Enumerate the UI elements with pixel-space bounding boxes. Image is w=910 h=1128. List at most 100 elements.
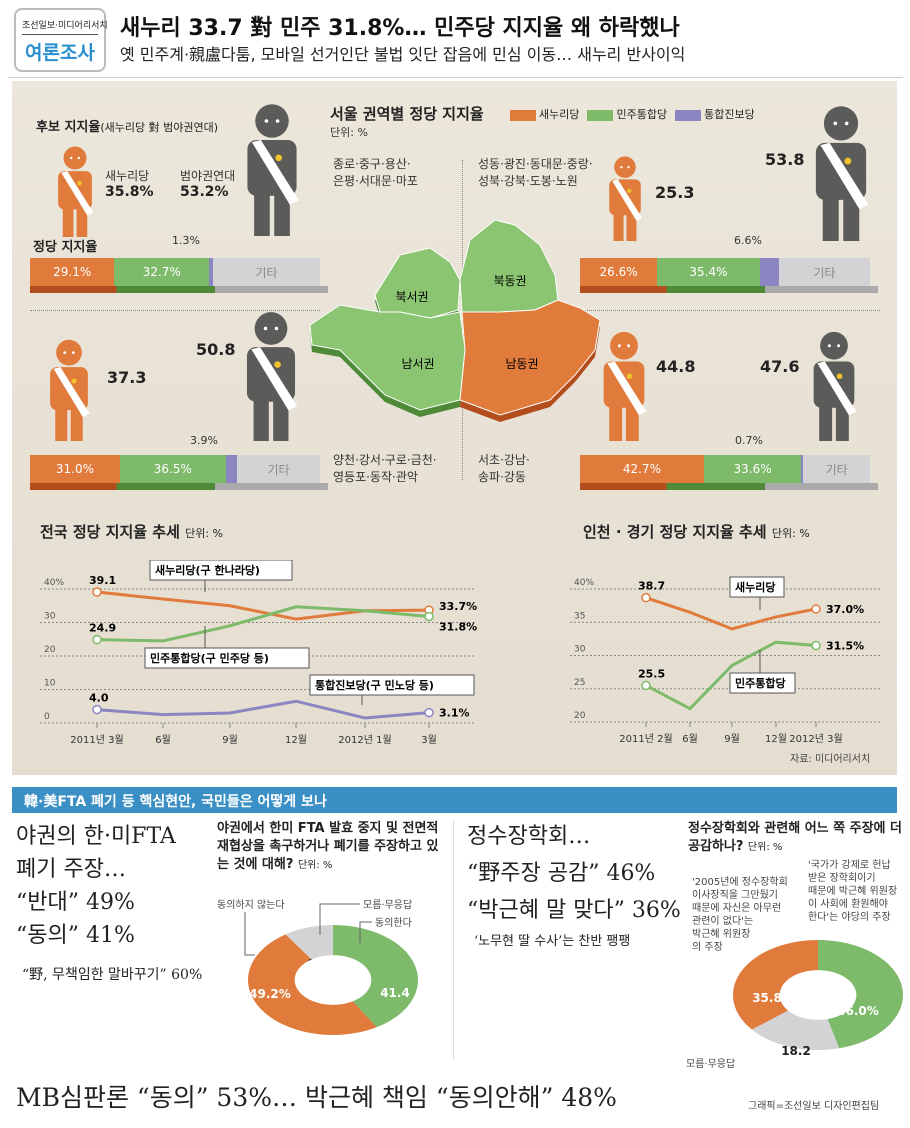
x-tick-label: 2011년 3월	[70, 734, 123, 746]
se-jinbo-label: 0.7%	[735, 434, 763, 447]
ne-districts: 성동·광진·동대문·중랑· 성북·강북·도봉·노원	[478, 157, 593, 188]
ne-opp-figure-icon	[815, 106, 869, 241]
jsu-gray-label: 모름·무응답	[686, 1059, 736, 1070]
question-text: 야권에서 한미 FTA 발효 중지 및 전면적 재협상을 촉구하거나 폐기를 주…	[217, 821, 439, 872]
start-value-label: 38.7	[638, 580, 665, 593]
bar-segment-other: 기타	[212, 258, 320, 286]
opposition-figure-icon	[247, 104, 299, 236]
data-point	[92, 704, 102, 715]
map-region-nw	[374, 247, 461, 324]
bar-segment-saenuri: 42.7%	[580, 455, 704, 483]
jsu-orange-label: '2005년에 정수장학회 이사장직을 그만뒀기 때문에 자신은 아무런 관련이 없다…	[692, 877, 788, 953]
bar-segment-saenuri: 29.1%	[30, 258, 115, 286]
end-value-label: 33.7%	[439, 600, 477, 613]
leader-line	[244, 912, 255, 956]
x-tick-label: 6월	[682, 733, 698, 745]
map-label-sw: 남서권	[401, 357, 434, 371]
x-tick-label: 3월	[421, 734, 437, 746]
end-value-label: 37.0%	[826, 603, 864, 616]
seoul-title: 서울 권역별 정당 지지율	[330, 105, 484, 123]
bar-segment-jinbo	[209, 258, 213, 286]
y-tick-label: 40%	[44, 578, 64, 588]
ne-opp-value: 53.8	[765, 150, 805, 169]
donut-slice-2: 35.8	[733, 940, 818, 1052]
map-region-sw	[309, 304, 466, 417]
y-tick-label: 40%	[574, 578, 594, 588]
leader-line	[319, 903, 360, 935]
bar-se: 42.7% 33.6% 기타	[580, 455, 878, 490]
start-value-label: 24.9	[89, 622, 116, 635]
source-note: 자료: 미디어리서치	[790, 754, 871, 765]
data-point	[424, 611, 434, 622]
mb-headline: MB심판론 “동의” 53%… 박근혜 책임 “동의안해” 48%	[16, 1083, 617, 1112]
x-tick-label: 12월	[285, 734, 307, 746]
x-tick-label: 2012년 3월	[789, 733, 842, 745]
donut-slice-0: 41.4	[333, 925, 418, 1050]
ne-saenuri-figure-icon	[609, 156, 643, 241]
legend-label: 통합진보당	[704, 108, 755, 121]
subheadline: 옛 민주계·親盧다툼, 모바일 선거인단 불법 잇단 잡음에 민심 이동… 새누…	[120, 45, 686, 64]
se-saenuri-value: 44.8	[656, 357, 696, 376]
fta-question: 야권에서 한미 FTA 발효 중지 및 전면적 재협상을 촉구하거나 폐기를 주…	[217, 820, 447, 875]
series-name: 민주통합당(구 민주당 등)	[150, 651, 269, 665]
series-name: 새누리당	[735, 580, 775, 594]
jsu-green-label: '국가가 강제로 헌납 받은 장학회이기 때문에 박근혜 위원장 이 사회에 환원해야…	[808, 860, 898, 923]
donut-slice-1: 49.2%	[248, 934, 377, 1057]
legend-saenuri: 새누리당	[510, 106, 579, 122]
se-districts: 서초·강남· 송파·강동	[478, 453, 530, 484]
data-point	[92, 587, 102, 597]
data-point	[424, 707, 434, 718]
series-line-2	[96, 699, 430, 720]
bar-segment-minju: 35.4%	[657, 258, 760, 286]
ne-saenuri-value: 25.3	[655, 183, 695, 202]
donut-hole	[294, 955, 372, 1005]
x-tick-label: 2012년 1월	[338, 734, 391, 746]
se-opp-value: 47.6	[760, 357, 800, 376]
sw-saenuri-value: 37.3	[107, 368, 147, 387]
slice-value-label: 41.4	[380, 986, 410, 1000]
chart-unit: 단위: %	[771, 527, 810, 540]
logo-publisher: 조선일보·미디어리서치	[22, 18, 108, 35]
bar-segment-jinbo	[225, 455, 238, 483]
legend-label: 새누리당	[539, 108, 580, 121]
sw-jinbo-label: 3.9%	[190, 434, 218, 447]
bar-sw: 31.0% 36.5% 기타	[30, 455, 328, 490]
y-tick-label: 10	[44, 679, 56, 689]
data-point	[92, 634, 102, 645]
incheon-line-chart: 40% 35 30 25 20 2011년 2월 6월 9월 12월 2012년 3월 38.7 37…	[570, 576, 880, 745]
y-tick-label: 30	[574, 645, 586, 655]
jsu-donut-chart: 46.0% 18.2 35.8	[733, 940, 903, 1072]
saenuri-cand-label: 새누리당	[105, 169, 150, 183]
end-value-label: 31.5%	[826, 640, 864, 653]
nw-jinbo-label: 1.3%	[172, 234, 200, 247]
y-tick-label: 20	[44, 645, 56, 655]
slice-value-label: 49.2%	[249, 987, 291, 1001]
legend-minju: 민주통합당	[587, 106, 667, 122]
chart-title: 인천 · 경기 정당 지지율 추세	[583, 523, 767, 541]
opp-cand-value: 53.2%	[180, 184, 229, 200]
candidate-title-note: (새누리당 對 범야권연대)	[100, 121, 218, 134]
y-tick-label: 25	[574, 678, 585, 688]
seoul-legend: 새누리당 민주통합당 통합진보당	[510, 106, 755, 122]
legend-label: 민주통합당	[616, 108, 668, 121]
bar-segment-other: 기타	[237, 455, 320, 483]
chart-title: 전국 정당 지지율 추세	[40, 523, 180, 541]
saenuri-figure-icon	[58, 146, 94, 237]
y-tick-label: 35	[574, 611, 585, 621]
series-line-1	[645, 640, 817, 711]
series-line-0	[645, 596, 817, 631]
party-support-title: 정당 지지율	[33, 240, 98, 255]
candidate-title: 후보 지지율(새누리당 對 범야권연대)	[36, 116, 218, 135]
series-callout: 새누리당(구 한나라당)	[149, 560, 293, 592]
ne-jinbo-label: 6.6%	[734, 234, 762, 247]
bar-segment-other: 기타	[778, 258, 870, 286]
jsu-headline: 정수장학회… “野주장 공감” 46% “박근혜 말 맞다” 36%	[467, 824, 681, 923]
end-value-label: 3.1%	[439, 707, 470, 720]
data-point	[641, 680, 651, 691]
y-tick-label: 30	[44, 612, 56, 622]
jsu-subhead: ‘노무현 딸 수사’는 찬반 팽팽	[474, 934, 631, 949]
series-callout: 민주통합당	[729, 650, 796, 694]
section-banner: 韓·美FTA 폐기 등 핵심현안, 국민들은 어떻게 보나	[12, 787, 897, 813]
x-tick-label: 2011년 2월	[619, 733, 672, 745]
